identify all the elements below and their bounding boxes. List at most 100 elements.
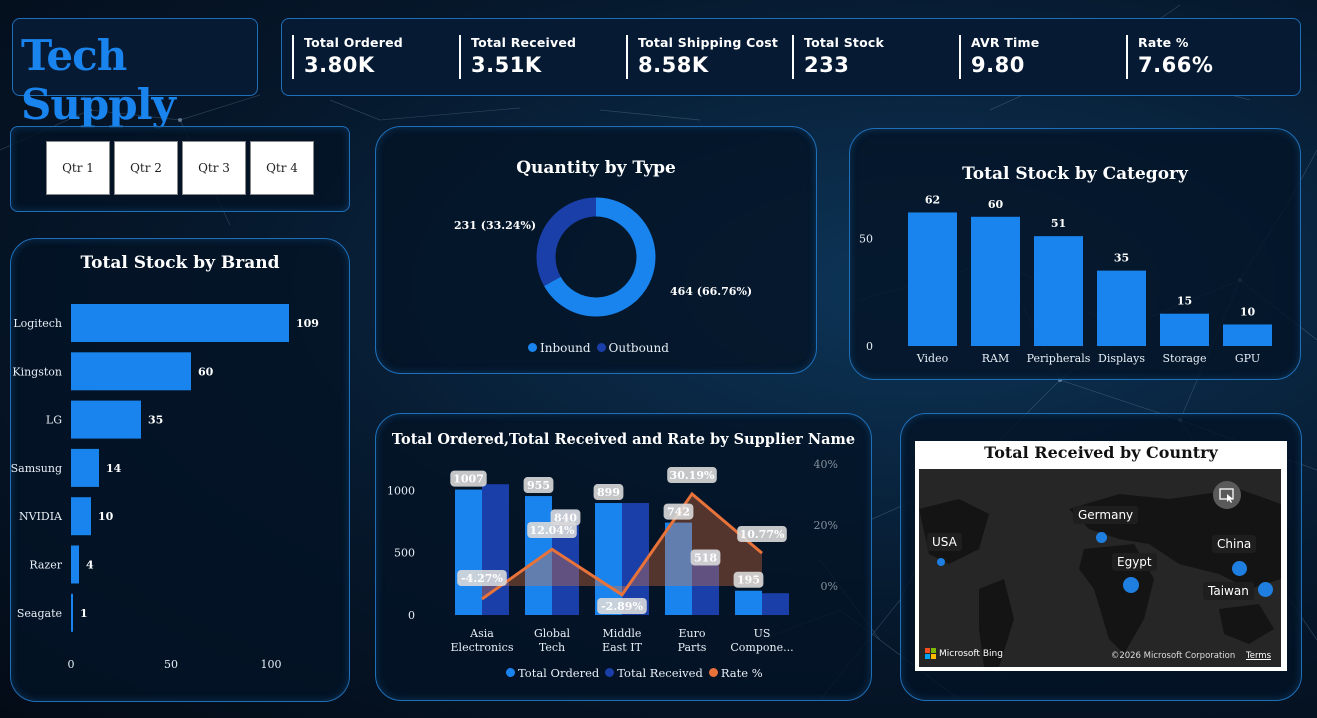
category-data-label: 10 — [1240, 305, 1256, 318]
brand-data-label: 10 — [98, 510, 114, 523]
map-copyright: ©2026 Microsoft Corporation Terms — [1111, 651, 1271, 661]
category-y-tick: 0 — [866, 340, 873, 353]
brand-data-label: 60 — [198, 365, 214, 378]
legend-label: Total Ordered — [518, 666, 600, 680]
kpi-total-shipping-cost: Total Shipping Cost 8.58K — [626, 35, 778, 79]
brand-bar — [71, 448, 99, 487]
legend-rate[interactable]: Rate % — [708, 666, 763, 680]
category-bar — [971, 216, 1020, 346]
legend-inbound[interactable]: Inbound — [528, 341, 591, 355]
ordered-data-label: 195 — [737, 574, 760, 587]
rate-area — [482, 493, 762, 600]
terms-link[interactable]: Terms — [1245, 651, 1271, 661]
kpi-label: Total Ordered — [304, 35, 403, 50]
kpi-bar: Total Ordered 3.80K Total Received 3.51K… — [281, 18, 1301, 96]
slicer-qtr-4[interactable]: Qtr 4 — [250, 141, 314, 195]
kpi-value: 233 — [804, 53, 850, 77]
legend-outbound[interactable]: Outbound — [596, 341, 669, 355]
supplier-y-tick: 500 — [394, 547, 415, 560]
brand-tick-label: Logitech — [13, 317, 62, 330]
category-tick-label: Storage — [1163, 352, 1207, 365]
supplier-chart-legend: Total Ordered Total Received Rate % — [506, 666, 763, 680]
category-data-label: 62 — [925, 193, 940, 206]
legend-label: Rate % — [720, 666, 763, 680]
rate-data-label: -2.89% — [601, 600, 643, 613]
map-label-egypt: Egypt — [1112, 553, 1157, 571]
map-label-china: China — [1212, 535, 1257, 553]
kpi-value: 9.80 — [971, 53, 1025, 77]
category-y-tick: 50 — [859, 232, 873, 245]
ordered-data-label-bg — [663, 503, 694, 520]
brand-tick-label: Samsung — [11, 462, 62, 475]
ordered-data-label: 1007 — [453, 473, 484, 486]
category-tick-label: Peripherals — [1027, 352, 1091, 365]
ordered-data-label-bg — [450, 470, 487, 487]
slicer-qtr-2[interactable]: Qtr 2 — [114, 141, 178, 195]
supplier-y2-tick: 20% — [814, 519, 838, 532]
brand-tick-label: Seagate — [17, 607, 62, 620]
map-bubble-egypt[interactable] — [1123, 577, 1139, 593]
brand-data-label: 4 — [86, 559, 94, 572]
donut-slice-outbound — [536, 197, 656, 317]
kpi-total-stock: Total Stock 233 — [792, 35, 884, 79]
map-bubble-usa[interactable] — [937, 558, 945, 566]
brand-chart-title: Total Stock by Brand — [80, 253, 280, 273]
type-chart-legend: Inbound Outbound — [528, 341, 669, 355]
supplier-tick-label: East IT — [602, 641, 642, 654]
legend-dot-icon — [506, 668, 515, 677]
slicer-qtr-1[interactable]: Qtr 1 — [46, 141, 110, 195]
supplier-tick-label: US — [754, 627, 771, 640]
legend-total-ordered[interactable]: Total Ordered — [506, 666, 599, 680]
category-tick-label: GPU — [1235, 352, 1260, 365]
kpi-rate: Rate % 7.66% — [1126, 35, 1213, 79]
donut-data-label: 464 (66.76%) — [670, 285, 752, 298]
type-donut-chart: 464 (66.76%) 231 (33.24%) — [454, 197, 752, 317]
received-data-label-bg — [690, 549, 721, 566]
brand-tick-label: LG — [46, 414, 62, 427]
map-bubble-china[interactable] — [1232, 561, 1247, 576]
brand-tick-label: NVIDIA — [19, 510, 63, 523]
brand-x-tick: 0 — [68, 658, 75, 671]
brand-data-label: 109 — [296, 317, 319, 330]
map-bubble-germany[interactable] — [1096, 532, 1107, 543]
dashboard-title: Tech Supply — [21, 31, 176, 129]
ordered-bar — [595, 503, 622, 615]
legend-dot-icon — [605, 668, 615, 677]
kpi-value: 7.66% — [1138, 53, 1214, 77]
supplier-y-tick: 1000 — [387, 484, 415, 497]
slicer-qtr-3[interactable]: Qtr 3 — [182, 141, 246, 195]
map-label-usa: USA — [927, 533, 962, 551]
category-bar — [1223, 324, 1272, 346]
supplier-tick-label: Euro — [679, 627, 706, 640]
category-data-label: 51 — [1051, 217, 1066, 230]
kpi-label: Total Received — [471, 35, 577, 50]
received-data-label: 840 — [554, 511, 577, 524]
rate-data-label-bg — [597, 598, 647, 614]
kpi-label: Total Stock — [804, 35, 884, 50]
kpi-value: 8.58K — [638, 53, 709, 77]
brand-bar — [71, 400, 141, 439]
focus-mode-icon[interactable] — [1213, 481, 1241, 509]
legend-total-received[interactable]: Total Received — [605, 666, 703, 680]
brand-x-tick: 50 — [164, 658, 178, 671]
brand-data-label: 14 — [106, 462, 122, 475]
category-bar — [1097, 270, 1146, 346]
rate-data-label-bg — [737, 526, 787, 542]
ordered-bar — [525, 496, 552, 615]
received-data-label-bg — [550, 509, 581, 526]
supplier-tick-label: Parts — [678, 641, 707, 654]
received-by-country-map[interactable]: USA Germany Egypt China Taiwan Microsoft… — [919, 469, 1281, 667]
supplier-y2-tick: 40% — [814, 458, 838, 471]
brand-bar — [71, 497, 91, 536]
kpi-total-received: Total Received 3.51K — [459, 35, 576, 79]
supplier-y-tick: 0 — [408, 609, 415, 622]
legend-dot-icon — [708, 668, 718, 677]
received-bar — [762, 593, 789, 615]
map-bubble-taiwan[interactable] — [1258, 582, 1273, 597]
type-chart-panel: Quantity by Type — [375, 126, 817, 374]
category-chart: 62 Video 60 RAM 51 Peripherals 35 Displays 15 Sto… — [859, 193, 1272, 365]
legend-label: Total Received — [617, 666, 703, 680]
supplier-chart-title: Total Ordered,Total Received and Rate by… — [391, 431, 856, 448]
legend-dot-outbound-icon — [596, 343, 606, 352]
